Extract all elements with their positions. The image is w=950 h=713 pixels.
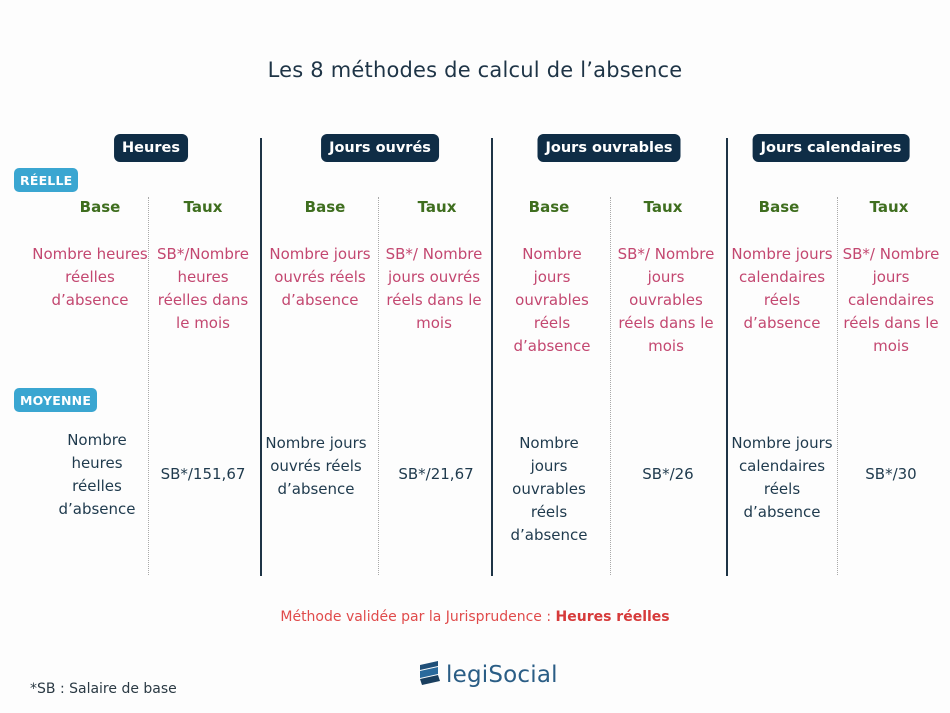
page-title: Les 8 méthodes de calcul de l’absence [267,58,683,82]
reelle-heures-taux: SB*/Nombre heures réelles dans le mois [157,245,249,332]
note-highlight: Heures réelles [555,609,670,625]
column-divider [378,197,379,575]
column-header-taux: Taux [869,198,909,216]
reelle-jours-ouvres-base: Nombre jours ouvrés réels d’absence [269,245,371,309]
group-badge-jours-ouvres: Jours ouvrés [321,134,439,162]
column-header-base: Base [79,198,121,216]
moyenne-jours-ouvrables-taux: SB*/26 [642,465,694,483]
reelle-jours-calendaires-taux: SB*/ Nombre jours calendaires réels dans… [842,245,940,355]
column-header-base: Base [304,198,346,216]
reelle-jours-ouvrables-base: Nombre jours ouvrables réels d’absence [513,245,591,355]
legisocial-logo: legiSocial [418,660,558,690]
column-divider [148,197,149,575]
row-badge-moyenne: MOYENNE [14,388,98,412]
moyenne-heures-base: Nombre heures réelles d’absence [58,431,136,518]
moyenne-jours-ouvres-taux: SB*/21,67 [398,465,474,483]
reelle-jours-ouvrables-taux: SB*/ Nombre jours ouvrables réels dans l… [617,245,715,355]
group-divider [726,138,728,576]
note-prefix: Méthode validée par la Jurisprudence : [280,609,556,625]
column-header-taux: Taux [643,198,683,216]
moyenne-jours-calendaires-taux: SB*/30 [865,465,917,483]
column-divider [837,197,838,575]
moyenne-jours-ouvrables-base: Nombre jours ouvrables réels d’absence [510,434,588,544]
footnote: *SB : Salaire de base [30,681,177,697]
jurisprudence-note: Méthode validée par la Jurisprudence : H… [0,609,950,625]
group-divider [260,138,262,576]
moyenne-jours-ouvres-base: Nombre jours ouvrés réels d’absence [265,434,367,498]
group-badge-jours-calendaires: Jours calendaires [752,134,910,162]
row-badge-reelle: RÉELLE [14,168,79,192]
group-badge-jours-ouvrables: Jours ouvrables [537,134,681,162]
column-header-taux: Taux [417,198,457,216]
reelle-jours-calendaires-base: Nombre jours calendaires réels d’absence [731,245,833,332]
column-header-base: Base [528,198,570,216]
legisocial-logo-icon [418,660,442,690]
logo-text: legiSocial [446,662,558,688]
column-header-base: Base [758,198,800,216]
group-divider [491,138,493,576]
reelle-jours-ouvres-taux: SB*/ Nombre jours ouvrés réels dans le m… [385,245,483,332]
group-badge-heures: Heures [114,134,188,162]
column-divider [610,197,611,575]
moyenne-heures-taux: SB*/151,67 [160,465,246,483]
reelle-heures-base: Nombre heures réelles d’absence [32,245,148,309]
column-header-taux: Taux [183,198,223,216]
moyenne-jours-calendaires-base: Nombre jours calendaires réels d’absence [731,434,833,521]
